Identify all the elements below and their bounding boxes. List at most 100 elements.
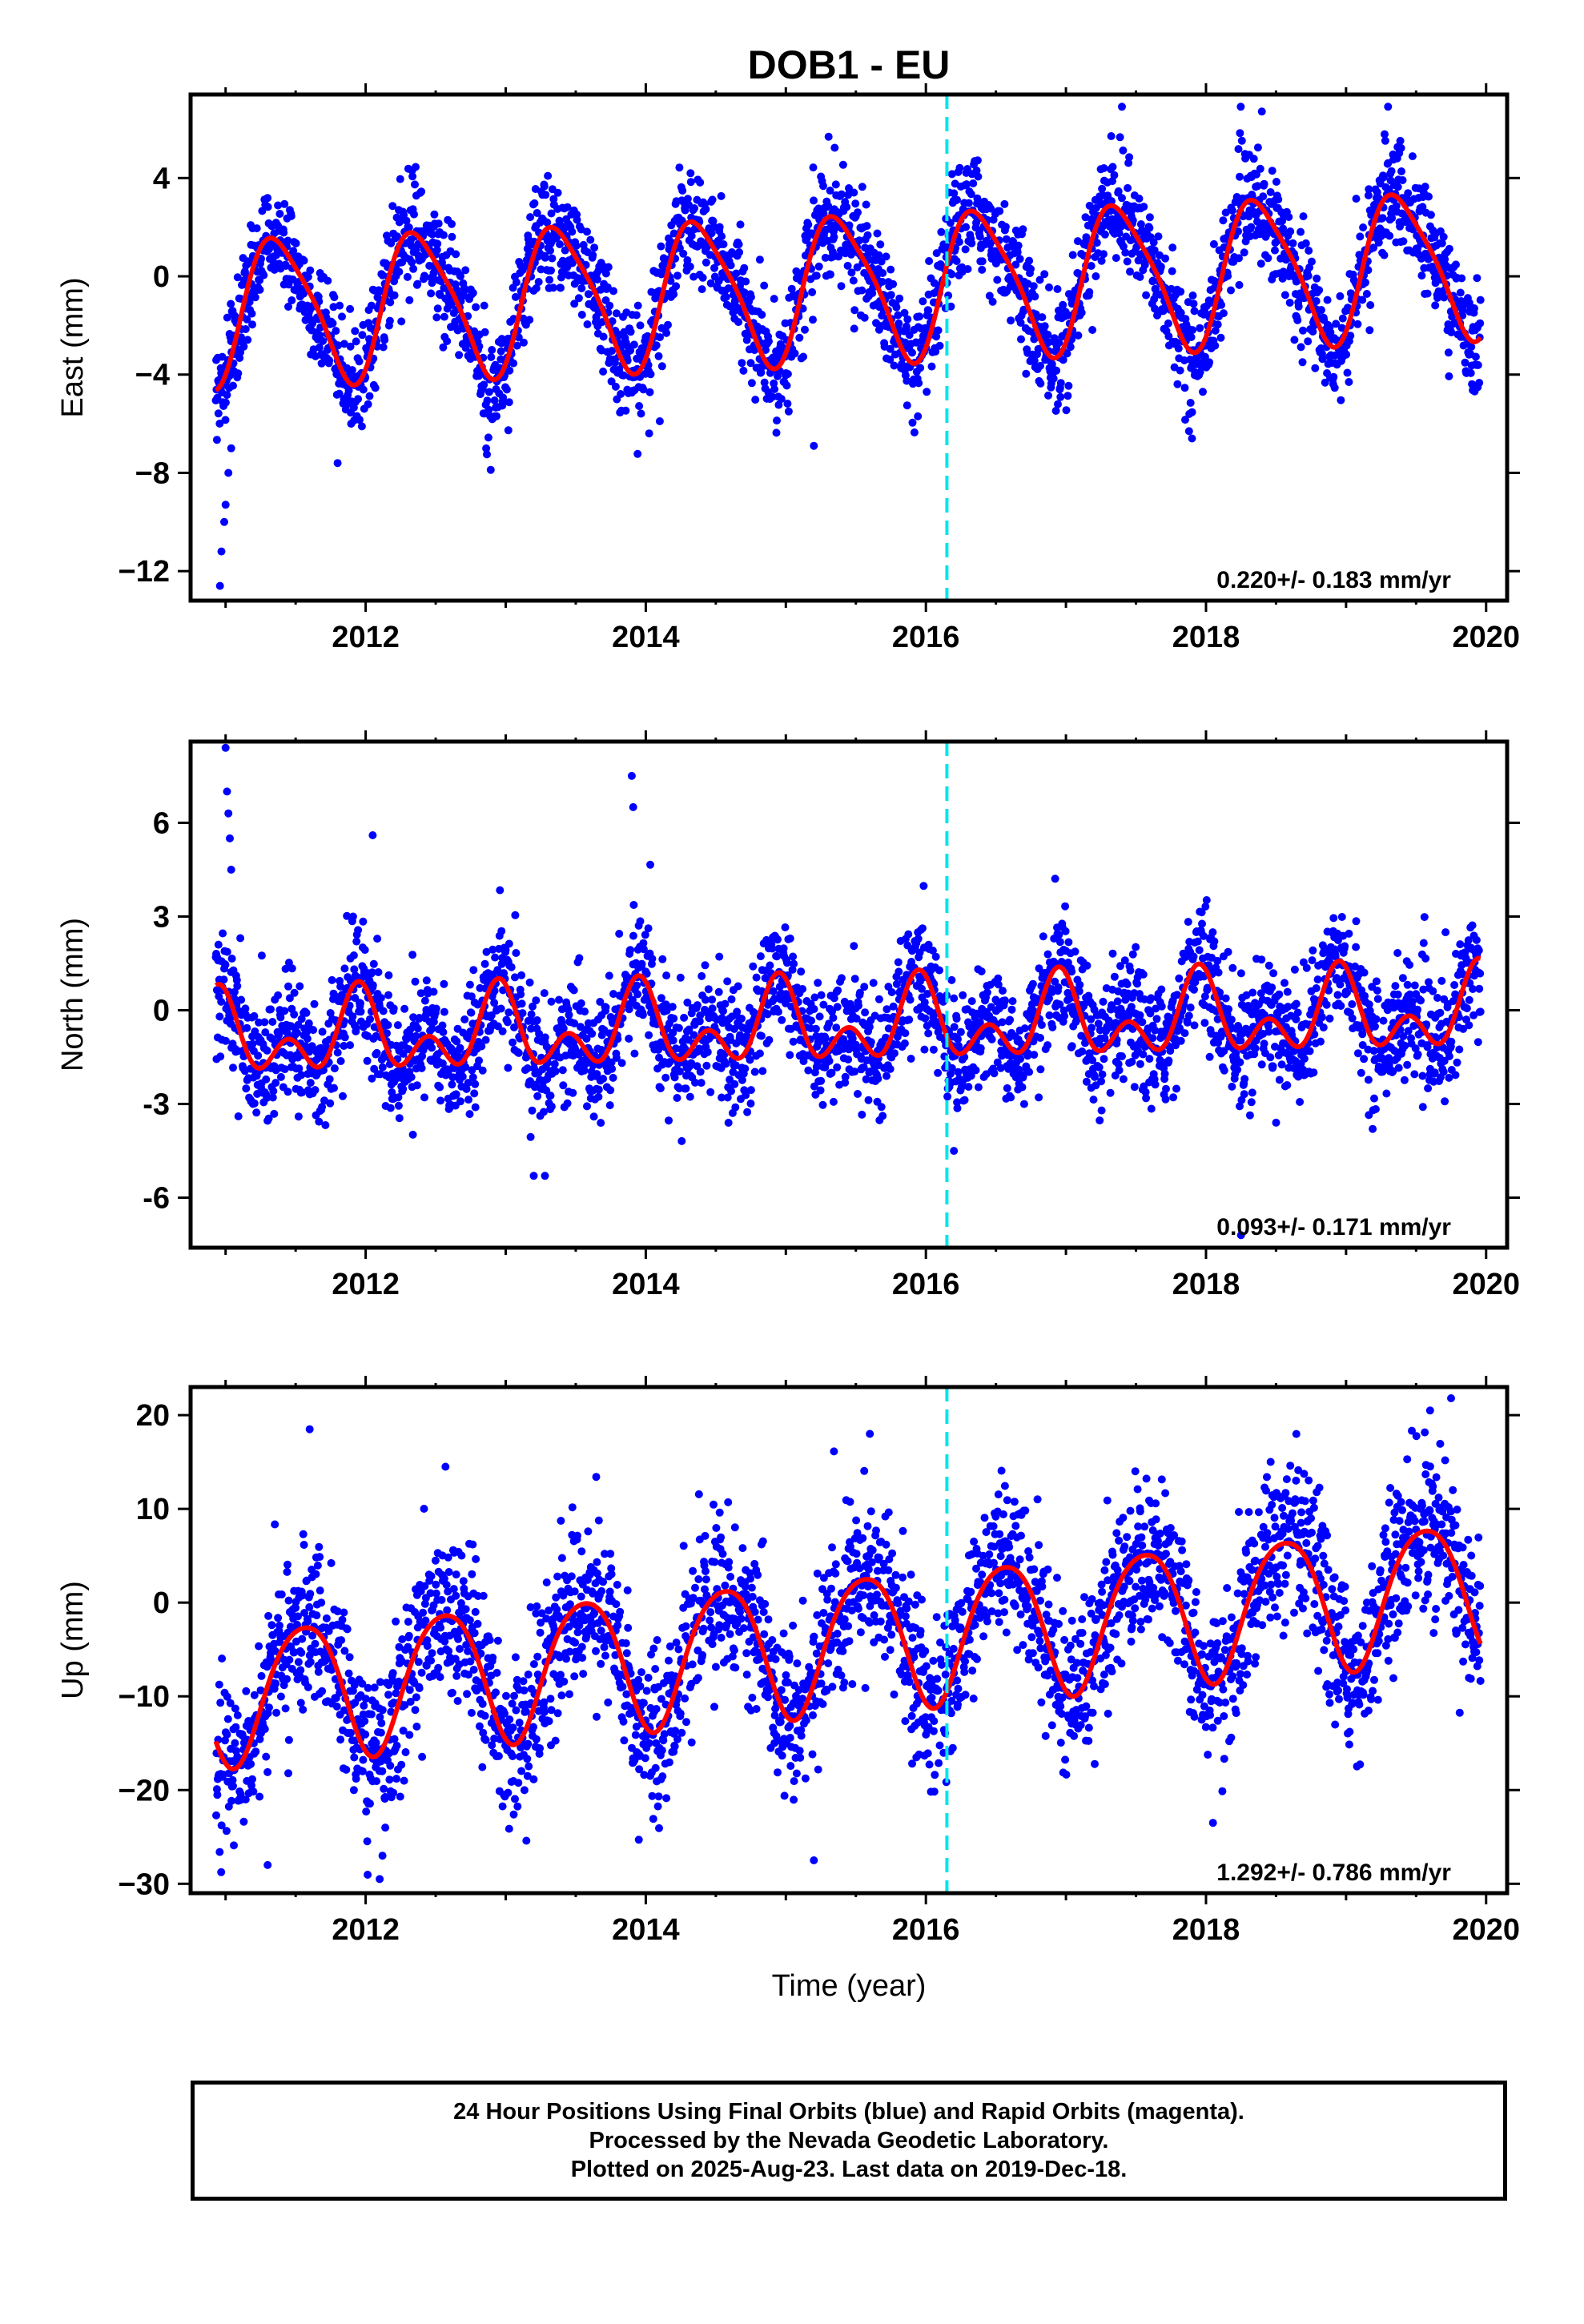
data-point <box>906 995 915 1004</box>
data-point <box>402 216 411 225</box>
data-point <box>882 252 890 261</box>
data-point <box>626 328 635 336</box>
data-point <box>673 1094 681 1102</box>
data-point <box>629 340 638 349</box>
data-point <box>826 187 834 195</box>
data-point <box>439 343 448 352</box>
data-point <box>475 1056 483 1065</box>
data-point <box>505 1008 513 1017</box>
data-point <box>1256 164 1264 173</box>
data-point <box>282 262 291 270</box>
data-point <box>814 204 823 213</box>
data-point <box>923 388 931 396</box>
data-point <box>544 171 553 180</box>
data-point <box>557 283 565 292</box>
data-point <box>947 170 956 179</box>
data-point <box>484 433 492 442</box>
data-point <box>252 224 261 233</box>
data-point <box>889 1002 898 1011</box>
data-point <box>471 1103 480 1112</box>
data-point <box>352 1023 360 1032</box>
data-point <box>810 1005 818 1013</box>
data-point <box>1056 392 1065 401</box>
outlier-point <box>217 547 226 556</box>
data-point <box>1151 304 1160 313</box>
data-point <box>1236 129 1244 138</box>
data-point <box>977 967 986 975</box>
data-point <box>778 1015 786 1024</box>
data-point <box>233 273 242 282</box>
data-point <box>750 346 759 355</box>
data-point <box>686 178 695 187</box>
data-point <box>217 997 226 1006</box>
data-point <box>825 1056 834 1065</box>
data-point <box>304 1019 313 1027</box>
data-point <box>633 449 642 458</box>
data-point <box>1359 223 1368 231</box>
data-point <box>520 338 528 347</box>
data-point <box>300 256 308 265</box>
data-point <box>690 204 699 212</box>
data-point <box>1274 195 1283 203</box>
data-point <box>919 333 928 342</box>
data-point <box>358 331 367 340</box>
data-point <box>779 944 788 953</box>
data-point <box>719 1007 727 1015</box>
data-point <box>804 1066 813 1075</box>
data-point <box>1014 241 1023 250</box>
data-point <box>1134 256 1143 265</box>
data-point <box>1156 262 1165 271</box>
data-point <box>644 924 653 933</box>
data-point <box>1044 391 1052 400</box>
data-point <box>1425 192 1433 201</box>
data-point <box>480 380 488 389</box>
data-point <box>1408 152 1417 161</box>
outlier-point <box>227 444 235 452</box>
data-point <box>1473 274 1481 283</box>
data-point <box>668 1003 677 1011</box>
data-point <box>831 180 840 189</box>
data-point <box>1142 291 1151 300</box>
data-point <box>837 974 846 983</box>
data-point <box>1000 996 1009 1005</box>
data-point <box>1020 1024 1029 1033</box>
data-point <box>517 971 526 979</box>
data-point <box>356 999 364 1007</box>
data-point <box>483 396 492 405</box>
data-point <box>1393 183 1402 191</box>
data-point <box>448 1080 456 1089</box>
data-point <box>886 344 895 353</box>
data-point <box>646 370 655 379</box>
data-point <box>214 409 223 418</box>
data-point <box>433 239 442 248</box>
data-point <box>504 426 513 435</box>
data-point <box>410 210 418 219</box>
data-point <box>518 1009 527 1018</box>
data-point <box>547 997 556 1006</box>
data-point <box>678 187 687 195</box>
data-point <box>615 930 624 938</box>
data-point <box>706 1088 715 1096</box>
data-point <box>359 917 368 926</box>
data-point <box>708 1004 717 1013</box>
data-point <box>1301 239 1310 247</box>
data-point <box>874 251 883 259</box>
data-point <box>1168 243 1177 252</box>
data-point <box>656 333 664 342</box>
data-point <box>386 298 395 307</box>
data-point <box>718 232 726 241</box>
data-point <box>1387 167 1396 175</box>
data-point <box>860 983 869 991</box>
x-tick-label: 2016 <box>892 621 960 654</box>
data-point <box>895 294 904 303</box>
data-point <box>1149 238 1158 247</box>
data-point <box>786 1051 794 1059</box>
data-point <box>250 1099 259 1108</box>
data-point <box>1361 278 1369 287</box>
data-point <box>470 1089 479 1098</box>
data-point <box>448 219 456 228</box>
data-point <box>950 189 959 198</box>
data-point <box>507 963 516 971</box>
data-point <box>1431 301 1440 310</box>
data-point <box>399 1084 408 1093</box>
